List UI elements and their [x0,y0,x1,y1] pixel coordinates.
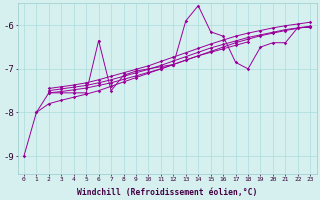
X-axis label: Windchill (Refroidissement éolien,°C): Windchill (Refroidissement éolien,°C) [77,188,257,197]
